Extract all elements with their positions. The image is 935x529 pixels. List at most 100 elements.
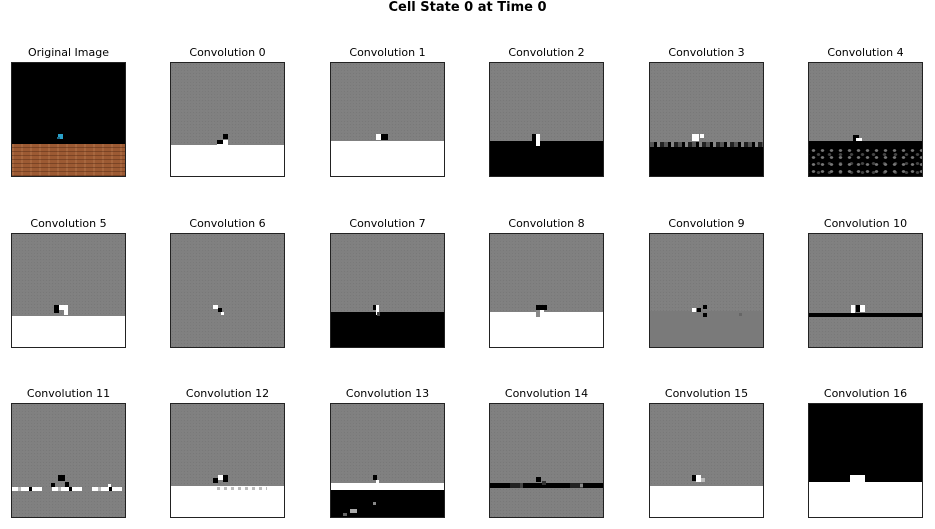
activation-blob [64,305,68,315]
activation-blob [376,480,379,486]
feature-map [489,403,604,518]
activation-blob [532,134,537,146]
floor-band [490,141,603,176]
feature-map [330,233,445,348]
activation-blob [221,312,224,315]
activation-blob [692,475,696,481]
figure-title: Cell State 0 at Time 0 [388,0,547,15]
activation-blob [860,305,865,312]
panel-label: Convolution 5 [30,217,107,230]
panel-label: Convolution 13 [345,387,430,400]
noise-pattern [809,147,922,175]
activation-blob [59,305,64,310]
activation-blob [540,310,544,316]
activation-blob [692,134,699,141]
panel-label: Convolution 6 [189,217,266,230]
activation-blob [536,134,540,141]
feature-map [330,403,445,518]
activation-blob [373,305,377,310]
edge-row [331,483,444,491]
feature-map [808,403,923,518]
feature-map [808,233,923,348]
activation-blob [700,134,704,138]
activation-blob [851,305,855,313]
activation-blob [217,140,223,144]
feature-map [489,233,604,348]
activation-blob [739,313,742,316]
activation-blob [218,475,223,480]
activation-blob [696,475,701,482]
panel-label: Convolution 10 [823,217,908,230]
floor-band [171,486,284,517]
activation-blob [108,484,111,487]
activation-blob [701,478,705,482]
floor-band [650,311,763,347]
activation-blob [381,134,388,140]
panel-label: Convolution 16 [823,387,908,400]
panel-label: Convolution 2 [508,46,585,59]
activation-blob [376,134,381,140]
activation-blob [213,305,218,309]
activation-blob [580,484,583,487]
feature-map [330,62,445,177]
original-image [11,62,126,177]
feature-map [649,62,764,177]
feature-map [489,62,604,177]
activation-blob [373,502,376,505]
activation-blob [58,475,65,481]
feature-map [170,233,285,348]
activation-blob [376,305,379,315]
floor-band [331,490,444,517]
activation-blob [54,305,59,313]
activation-blob [542,481,546,485]
activation-blob [377,312,380,316]
panel-label: Convolution 9 [668,217,745,230]
activation-blob [223,134,228,139]
panel-label: Convolution 14 [504,387,589,400]
panel-label: Convolution 0 [189,46,266,59]
activation-blob [697,308,701,312]
panel-label: Convolution 3 [668,46,745,59]
activation-blob [223,475,228,482]
activation-blob [218,308,222,312]
feature-map [170,403,285,518]
activation-blob [536,141,540,146]
feature-map [170,62,285,177]
floor-band [331,312,444,347]
edge-row [650,142,763,147]
feature-map [649,403,764,518]
edge-row [809,313,922,317]
activation-blob [703,305,707,309]
activation-blob [373,475,377,480]
panel-label: Convolution 8 [508,217,585,230]
panel-label: Convolution 15 [664,387,749,400]
activation-blob [536,477,541,482]
panel-label: Convolution 4 [827,46,904,59]
activation-blob [703,313,707,317]
agent-sprite [58,134,63,139]
panel-label: Convolution 1 [349,46,426,59]
panel-label: Convolution 12 [185,387,270,400]
activation-blob [536,310,540,317]
floor-band [331,141,444,176]
panel-label: Convolution 11 [26,387,111,400]
wood-floor [12,144,125,176]
feature-map [649,233,764,348]
edge-row [12,487,125,491]
activation-blob [51,483,55,487]
activation-blob [213,478,218,483]
floor-band [490,312,603,347]
edge-row [490,483,603,488]
activation-blob [536,305,547,310]
feature-map [11,233,126,348]
panel-label: Original Image [28,46,109,59]
feature-map [808,62,923,177]
activation-blob [850,475,865,483]
agent-sprite-shadow [57,137,60,139]
activation-blob [350,509,357,513]
feature-map [11,403,126,518]
floor-band [650,486,763,517]
floor-band [650,145,763,176]
edge-row [217,487,267,490]
floor-band [12,316,125,347]
